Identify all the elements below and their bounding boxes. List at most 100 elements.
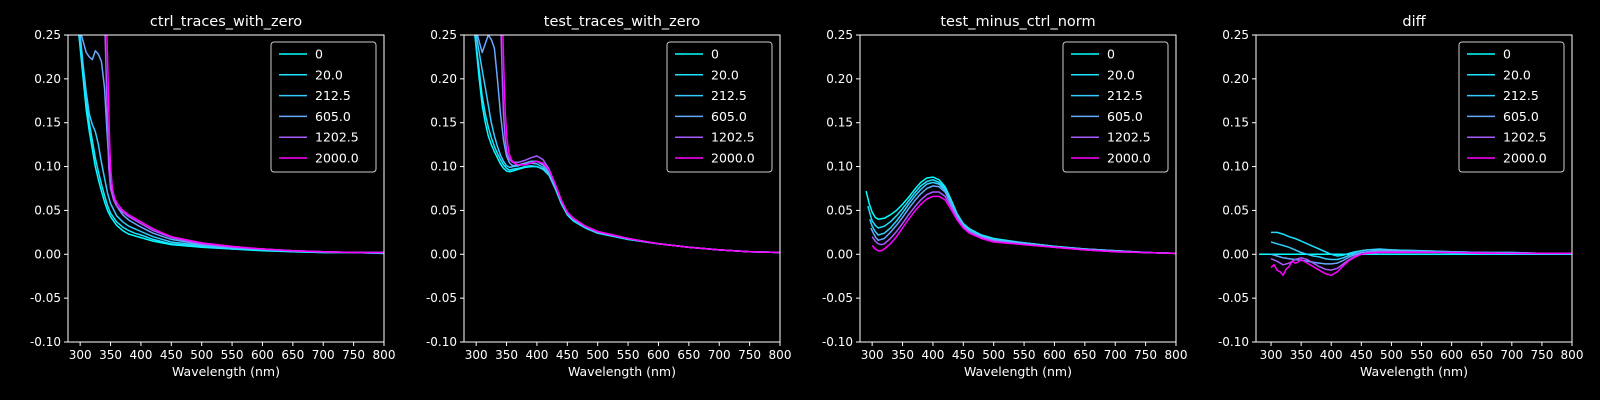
- x-tick-label: 550: [1013, 348, 1036, 362]
- legend-entry: 1202.5: [1107, 130, 1151, 145]
- y-tick-label: 0.10: [1222, 160, 1249, 174]
- x-tick-label: 300: [861, 348, 884, 362]
- series-group: [474, 35, 780, 254]
- legend-entry: 212.5: [711, 88, 747, 103]
- x-tick-label: 750: [1530, 348, 1553, 362]
- series-line-2000.0: [1270, 251, 1572, 277]
- legend-entry: 212.5: [1503, 88, 1539, 103]
- legend: 0 20.0 212.5 605.0 1202.5 2000.0: [1062, 41, 1169, 173]
- legend-entry: 212.5: [1107, 88, 1143, 103]
- chart-panel-3: 300 350 400 450 500 550 600 650 700 750 800 -0.10 -0…: [822, 14, 1188, 379]
- x-tick-label: 750: [738, 348, 761, 362]
- chart-title: diff: [1402, 14, 1426, 30]
- x-tick-label: 500: [1380, 348, 1403, 362]
- x-tick-label: 650: [1470, 348, 1493, 362]
- legend: 0 20.0 212.5 605.0 1202.5 2000.0: [270, 41, 377, 173]
- y-tick-label: -0.10: [426, 335, 457, 349]
- y-tick-label: 0.00: [34, 247, 61, 261]
- y-tick-label: 0.00: [430, 247, 457, 261]
- y-tick-label: 0.05: [34, 203, 61, 217]
- y-tick-label: -0.10: [30, 335, 61, 349]
- legend-entry: 20.0: [1503, 67, 1531, 82]
- x-tick-label: 450: [1350, 348, 1373, 362]
- charts-container: 300 350 400 450 500 550 600 650 700 750 800 -0.10 -0…: [30, 14, 1584, 379]
- chart-panel-1: 300 350 400 450 500 550 600 650 700 750 800 -0.10 -0…: [30, 14, 396, 379]
- y-tick-label: 0.15: [826, 116, 853, 130]
- y-tick-label: -0.10: [822, 335, 853, 349]
- legend-entry: 2000.0: [1503, 151, 1547, 166]
- legend-entry: 2000.0: [315, 151, 359, 166]
- x-tick-label: 550: [617, 348, 640, 362]
- legend-entry: 605.0: [1503, 109, 1539, 124]
- legend-entry: 605.0: [315, 109, 351, 124]
- x-tick-label: 800: [1165, 348, 1188, 362]
- axes-frame: [1255, 34, 1573, 343]
- x-tick-label: 800: [373, 348, 396, 362]
- y-tick-label: 0.25: [1222, 28, 1249, 42]
- y-tick-label: 0.15: [34, 116, 61, 130]
- x-tick-label: 750: [1134, 348, 1157, 362]
- series-line-2000.0: [502, 35, 780, 254]
- y-tick-label: 0.05: [430, 203, 457, 217]
- x-tick-label: 400: [1320, 348, 1343, 362]
- y-tick-label: 0.10: [34, 160, 61, 174]
- x-tick-label: 550: [221, 348, 244, 362]
- legend-entry: 1202.5: [315, 130, 359, 145]
- x-tick-label: 550: [1410, 348, 1433, 362]
- chart-title: ctrl_traces_with_zero: [150, 14, 302, 30]
- y-tick-label: -0.10: [1218, 335, 1249, 349]
- x-tick-label: 350: [1290, 348, 1313, 362]
- y-tick-label: 0.05: [826, 203, 853, 217]
- x-tick-label: 400: [921, 348, 944, 362]
- x-tick-label: 500: [982, 348, 1005, 362]
- legend-entry: 20.0: [1107, 67, 1135, 82]
- legend-entry: 212.5: [315, 88, 351, 103]
- y-tick-label: 0.20: [430, 72, 457, 86]
- legend-entry: 0: [1503, 47, 1511, 62]
- x-axis-label: Wavelength (nm): [568, 364, 676, 379]
- x-tick-label: 350: [891, 348, 914, 362]
- x-tick-label: 300: [69, 348, 92, 362]
- x-tick-label: 350: [99, 348, 122, 362]
- legend: 0 20.0 212.5 605.0 1202.5 2000.0: [1458, 41, 1565, 173]
- legend-entry: 0: [315, 47, 323, 62]
- y-tick-label: 0.00: [1222, 247, 1249, 261]
- y-tick-label: 0.20: [826, 72, 853, 86]
- axes-frame: [859, 34, 1177, 343]
- x-tick-label: 650: [1073, 348, 1096, 362]
- x-tick-label: 700: [312, 348, 335, 362]
- y-tick-label: 0.20: [1222, 72, 1249, 86]
- y-tick-label: -0.05: [426, 291, 457, 305]
- y-tick-label: 0.10: [826, 160, 853, 174]
- legend-entry: 20.0: [711, 67, 739, 82]
- y-tick-label: 0.05: [1222, 203, 1249, 217]
- x-tick-label: 650: [281, 348, 304, 362]
- x-tick-label: 300: [1260, 348, 1283, 362]
- x-tick-label: 600: [1440, 348, 1463, 362]
- series-group: [78, 35, 384, 255]
- x-tick-label: 500: [190, 348, 213, 362]
- x-tick-label: 300: [465, 348, 488, 362]
- x-tick-label: 650: [677, 348, 700, 362]
- x-tick-label: 800: [769, 348, 792, 362]
- series-line-212.5: [868, 181, 1176, 255]
- y-tick-label: 0.00: [826, 247, 853, 261]
- y-tick-label: -0.05: [30, 291, 61, 305]
- x-tick-label: 450: [160, 348, 183, 362]
- x-tick-label: 350: [495, 348, 518, 362]
- x-tick-label: 800: [1561, 348, 1584, 362]
- chart-panel-2: 300 350 400 450 500 550 600 650 700 750 800 -0.10 -0…: [426, 14, 792, 379]
- x-axis-label: Wavelength (nm): [964, 364, 1072, 379]
- series-line-2000.0: [106, 35, 384, 254]
- x-tick-label: 600: [1043, 348, 1066, 362]
- legend-entry: 605.0: [1107, 109, 1143, 124]
- series-group: [1259, 231, 1572, 277]
- y-tick-label: 0.10: [430, 160, 457, 174]
- axes-frame: [67, 34, 385, 343]
- series-line-212.5: [79, 35, 384, 254]
- y-tick-label: 0.15: [1222, 116, 1249, 130]
- x-tick-label: 400: [525, 348, 548, 362]
- legend: 0 20.0 212.5 605.0 1202.5 2000.0: [666, 41, 773, 173]
- y-tick-label: 0.25: [826, 28, 853, 42]
